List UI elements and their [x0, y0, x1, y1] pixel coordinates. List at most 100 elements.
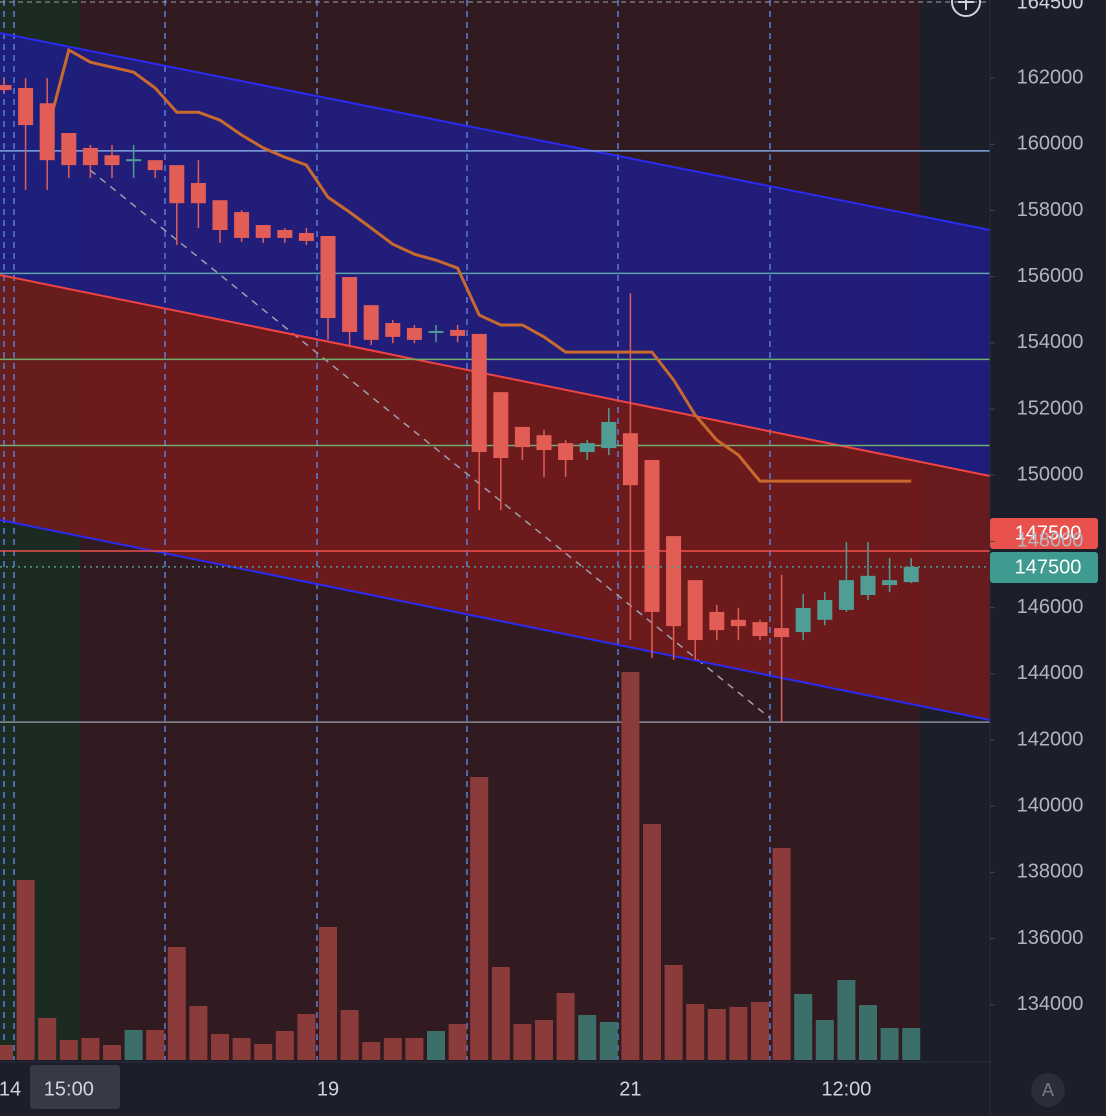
y-tick-label: 150000 [1017, 464, 1084, 486]
candle-body [320, 235, 336, 319]
x-tick-label: 12:00 [821, 1078, 871, 1100]
y-tick-label: 156000 [1017, 265, 1084, 287]
volume-bar [362, 1042, 381, 1060]
y-tick-label: 144000 [1017, 662, 1084, 684]
y-tick-label: 134000 [1017, 993, 1084, 1015]
volume-bar [383, 1038, 402, 1060]
candle-body [709, 611, 725, 631]
volume-bar [686, 1004, 705, 1060]
volume-bar [707, 1009, 726, 1060]
volume-bar [470, 777, 489, 1060]
y-tick-label: 154000 [1017, 331, 1084, 353]
candle-body [730, 619, 746, 627]
auto-scale-label[interactable]: A [1042, 1080, 1054, 1100]
candle-body [493, 392, 509, 459]
candle-body [190, 183, 206, 204]
candle-body [666, 536, 682, 627]
volume-bar [556, 993, 575, 1060]
channel-top [0, 32, 991, 231]
candle-body [882, 580, 898, 586]
candle-body [687, 580, 703, 641]
volume-bar [902, 1028, 921, 1060]
y-tick-label: 146000 [1017, 596, 1084, 618]
volume-bar [319, 927, 337, 1060]
channel-lower-fill [0, 275, 990, 720]
add-button[interactable] [951, 0, 981, 17]
candle-body [406, 327, 422, 340]
candle-body [601, 421, 617, 449]
candle-body [212, 200, 228, 231]
candle-body [234, 212, 250, 238]
candle-body [795, 607, 811, 633]
volume-bar [664, 965, 683, 1060]
channel-bottom [0, 519, 991, 721]
candle-body [774, 628, 790, 638]
indicator-line [45, 47, 912, 483]
volume-bar [0, 1045, 13, 1060]
volume-bar [751, 1002, 769, 1060]
candle-body [255, 225, 271, 238]
price-label: 147500 [1015, 522, 1082, 544]
volume-bar [211, 1034, 229, 1060]
candle-body [644, 460, 660, 612]
candle-body [817, 599, 833, 620]
candle-body [61, 133, 77, 166]
volume-bar [38, 1018, 57, 1060]
y-tick-label: 142000 [1017, 728, 1084, 750]
candle-body [752, 622, 768, 637]
volume-bar [729, 1007, 748, 1060]
price-label: 147500 [1015, 556, 1082, 578]
volume-bar [124, 1030, 143, 1060]
volume-bar [146, 1030, 165, 1060]
volume-bar [815, 1020, 834, 1060]
volume-bar [535, 1020, 553, 1060]
price-label-box [990, 552, 1098, 583]
volume-bar [189, 1006, 208, 1060]
channel-mid [0, 274, 991, 477]
trend-line [89, 169, 771, 719]
volume-bar [427, 1031, 445, 1060]
volume-bar [643, 824, 661, 1060]
candle-body [471, 333, 487, 453]
candle-body [0, 85, 12, 91]
candle-body [39, 103, 55, 161]
volume-bar [103, 1045, 121, 1060]
candle-body [363, 305, 379, 340]
volume-bar [599, 1022, 618, 1060]
candle-body [558, 443, 574, 461]
volume-bar [297, 1014, 316, 1060]
volume-bar [340, 1010, 359, 1060]
candle-body [104, 155, 120, 166]
candle-body [514, 426, 530, 448]
x-tick-label: 21 [619, 1078, 641, 1100]
volume-bar [621, 672, 640, 1060]
auto-scale-button[interactable] [1031, 1073, 1065, 1107]
channel-upper-fill [0, 33, 990, 476]
candle-body [622, 433, 638, 486]
y-tick-label: 160000 [1017, 133, 1084, 155]
price-label-box [990, 518, 1098, 549]
candle-body [903, 566, 919, 583]
candle-body [298, 232, 314, 241]
y-tick-label: 162000 [1017, 66, 1084, 88]
volume-bar [578, 1015, 597, 1060]
y-tick-label: 148000 [1017, 530, 1084, 552]
candle-body [342, 276, 358, 332]
volume-bar [772, 848, 791, 1060]
candle-body [169, 165, 185, 204]
candle-body [385, 322, 401, 337]
volume-bar [859, 1005, 877, 1060]
volume-bar [513, 1024, 532, 1060]
volume-bar [405, 1038, 424, 1060]
volume-bar [59, 1040, 78, 1060]
candle-body [450, 329, 466, 336]
volume-bar [880, 1028, 899, 1060]
candle-body [277, 230, 293, 238]
crosshair-label: 164500 [1017, 0, 1084, 13]
volume-bar [794, 994, 813, 1060]
x-tick-label: 19 [317, 1078, 339, 1100]
y-tick-label: 158000 [1017, 199, 1084, 221]
y-tick-label: 136000 [1017, 927, 1084, 949]
candle-body [536, 435, 552, 451]
